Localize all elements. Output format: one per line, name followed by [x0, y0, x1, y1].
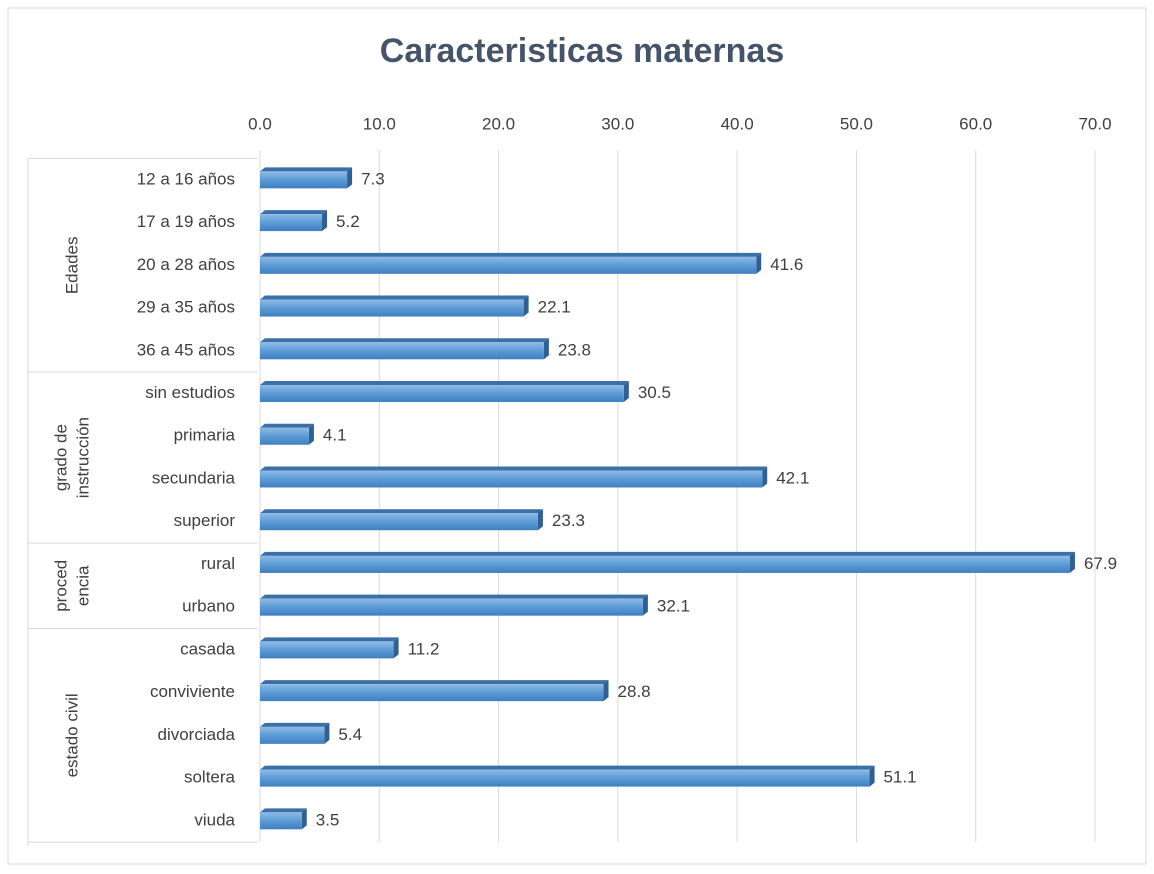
bar-side: [308, 423, 314, 445]
bar-side: [603, 680, 609, 702]
bar-side: [756, 252, 762, 274]
bar-side: [301, 808, 307, 830]
data-label: 3.5: [316, 810, 340, 829]
y-tick-label: 20 a 28 años: [137, 255, 235, 274]
bar: [260, 214, 323, 232]
bar-side: [1069, 551, 1075, 573]
x-tick-label: 30.0: [601, 114, 634, 133]
bar-top: [260, 466, 768, 471]
data-label: 32.1: [657, 597, 690, 616]
bar-top: [260, 594, 648, 599]
bar-top: [260, 252, 762, 257]
bar: [260, 299, 524, 317]
data-label: 67.9: [1084, 554, 1117, 573]
bar: [260, 256, 757, 274]
y-tick-label: conviviente: [150, 682, 235, 701]
data-label: 5.4: [338, 725, 362, 744]
y-tick-label: secundaria: [152, 468, 236, 487]
bar-top: [260, 551, 1075, 556]
bar: [260, 555, 1070, 573]
y-tick-label: urbano: [182, 597, 235, 616]
chart-frame: [7, 7, 1147, 865]
bar-side: [642, 594, 648, 616]
bar-top: [260, 381, 629, 386]
bar: [260, 684, 604, 702]
bar: [260, 641, 394, 659]
y-tick-label: rural: [201, 554, 235, 573]
data-label: 23.3: [552, 511, 585, 530]
bar: [260, 513, 538, 531]
data-label: 42.1: [776, 468, 809, 487]
bar-top: [260, 637, 399, 642]
bar: [260, 598, 643, 616]
bar-side: [347, 167, 353, 189]
data-label: 4.1: [323, 426, 347, 445]
group-label: proced: [51, 560, 70, 612]
data-label: 30.5: [638, 383, 671, 402]
bar: [260, 342, 544, 360]
bar-top: [260, 722, 330, 727]
x-tick-label: 40.0: [721, 114, 754, 133]
group-label: instrucción: [73, 417, 92, 498]
bar: [260, 470, 763, 488]
data-label: 22.1: [538, 298, 571, 317]
bar-side: [543, 338, 549, 360]
bar-side: [537, 509, 543, 531]
bar-side: [869, 765, 875, 787]
group-label: encia: [73, 565, 92, 606]
y-tick-label: superior: [174, 511, 236, 530]
data-label: 11.2: [408, 639, 440, 658]
bar-top: [260, 765, 875, 770]
group-label: Edades: [62, 236, 81, 294]
x-tick-label: 20.0: [482, 114, 515, 133]
bar-top: [260, 680, 609, 685]
group-label: grado de: [51, 424, 70, 491]
data-label: 5.2: [336, 212, 360, 231]
x-tick-label: 0.0: [248, 114, 272, 133]
data-label: 28.8: [618, 682, 651, 701]
bar-side: [762, 466, 768, 488]
bar: [260, 171, 348, 189]
y-tick-label: 29 a 35 años: [137, 298, 235, 317]
data-label: 41.6: [770, 255, 803, 274]
x-tick-label: 70.0: [1078, 114, 1111, 133]
group-label: estado civil: [62, 693, 81, 777]
x-tick-label: 10.0: [363, 114, 396, 133]
y-tick-label: viuda: [194, 810, 235, 829]
chart-title: Caracteristicas maternas: [380, 32, 784, 70]
bar-top: [260, 423, 314, 428]
y-tick-label: 17 a 19 años: [137, 212, 235, 231]
bar: [260, 427, 309, 445]
bar-side: [393, 637, 399, 659]
bar-top: [260, 210, 328, 215]
bar: [260, 385, 624, 403]
data-label: 7.3: [361, 169, 385, 188]
bar-side: [623, 381, 629, 403]
y-tick-label: soltera: [184, 768, 236, 787]
data-label: 23.8: [558, 340, 591, 359]
y-tick-label: divorciada: [158, 725, 236, 744]
bar-side: [324, 722, 330, 744]
bar-side: [322, 210, 328, 232]
data-label: 51.1: [884, 768, 917, 787]
x-tick-label: 50.0: [840, 114, 873, 133]
y-tick-label: sin estudios: [145, 383, 235, 402]
y-tick-label: casada: [180, 639, 235, 658]
bar: [260, 726, 325, 744]
x-tick-label: 60.0: [959, 114, 992, 133]
bar-top: [260, 295, 529, 300]
bar: [260, 812, 302, 830]
y-tick-label: 36 a 45 años: [137, 340, 235, 359]
bar-top: [260, 509, 543, 514]
bar-side: [523, 295, 529, 317]
y-tick-label: 12 a 16 años: [137, 169, 235, 188]
bar: [260, 769, 870, 787]
bar-top: [260, 338, 549, 343]
y-tick-label: primaria: [174, 426, 236, 445]
bar-top: [260, 808, 307, 813]
bar-top: [260, 167, 353, 172]
